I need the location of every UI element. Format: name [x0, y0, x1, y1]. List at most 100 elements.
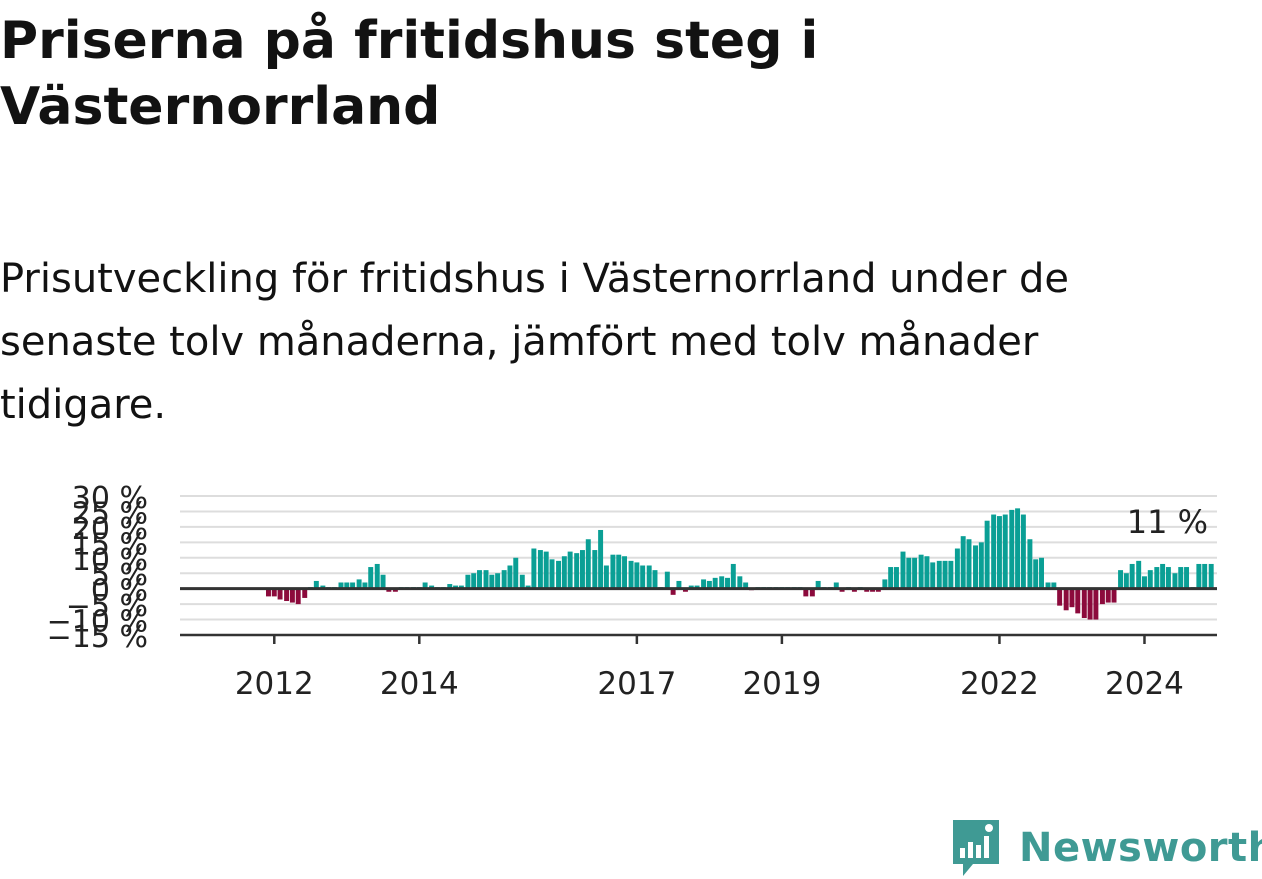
- bar: [737, 576, 743, 589]
- bar: [579, 550, 585, 589]
- bar: [1129, 563, 1135, 589]
- y-tick-label: 25 %: [72, 496, 148, 531]
- bar: [1039, 557, 1044, 589]
- bar: [465, 574, 471, 589]
- bar: [603, 565, 609, 589]
- bar: [1184, 567, 1190, 589]
- bar: [1160, 563, 1166, 589]
- bar: [1118, 570, 1124, 589]
- bar: [561, 556, 567, 589]
- bar: [1045, 582, 1051, 589]
- bar: [489, 574, 495, 589]
- bar: [1208, 563, 1214, 589]
- bar: [422, 582, 428, 589]
- bar: [809, 588, 815, 597]
- chart-subtitle: Prisutveckling för fritidshus i Västerno…: [0, 256, 1070, 428]
- bar: [912, 557, 918, 589]
- bar: [682, 588, 688, 592]
- bar: [984, 520, 990, 589]
- bar: [1111, 588, 1117, 603]
- bar: [610, 554, 616, 589]
- bar: [483, 570, 489, 589]
- x-tick-label: 2019: [742, 666, 821, 702]
- y-tick-label: 0 %: [91, 574, 148, 609]
- bar: [556, 560, 562, 589]
- bar: [429, 585, 435, 589]
- bar: [362, 582, 368, 589]
- bar: [1063, 588, 1069, 611]
- bar: [1057, 588, 1063, 606]
- bar: [271, 588, 277, 597]
- bar: [730, 563, 736, 589]
- x-tick-label: 2024: [1105, 666, 1184, 702]
- bar: [839, 588, 845, 592]
- bar: [368, 567, 374, 589]
- bar: [815, 580, 821, 589]
- bar: [284, 588, 290, 602]
- bar: [864, 588, 870, 592]
- bar: [918, 554, 924, 589]
- bar: [320, 585, 326, 589]
- x-tick-label: 2022: [960, 666, 1039, 702]
- y-tick-label: 10 %: [72, 543, 148, 578]
- y-tick-label: 30 %: [72, 481, 148, 516]
- bar: [616, 554, 622, 589]
- brand-name: Newsworthy: [1019, 825, 1262, 871]
- bar: [743, 582, 749, 589]
- bar: [628, 560, 634, 589]
- bar: [574, 553, 580, 589]
- bar: [1087, 588, 1093, 620]
- bar: [688, 585, 694, 589]
- bar: [1172, 573, 1178, 589]
- bar: [350, 582, 356, 589]
- bar-chart: 30 %25 %20 %15 %10 %5 %0 %−5 %−10 %−15 %…: [47, 481, 1217, 702]
- bar: [1154, 567, 1160, 589]
- bar: [875, 588, 881, 592]
- bar: [1093, 588, 1099, 620]
- x-tick-label: 2012: [235, 666, 314, 702]
- last-value-label: 11 %: [1127, 503, 1208, 541]
- bar: [356, 579, 362, 589]
- bar: [453, 585, 459, 589]
- bar: [1123, 573, 1129, 589]
- bar: [374, 563, 380, 589]
- bar: [851, 588, 857, 592]
- bars: [265, 508, 1214, 620]
- bar: [888, 567, 894, 589]
- bar: [265, 588, 271, 597]
- axes: [180, 587, 1217, 644]
- bar: [640, 565, 646, 589]
- bar: [1002, 514, 1008, 589]
- bar: [719, 576, 725, 589]
- bar: [1075, 588, 1081, 614]
- bar: [973, 545, 978, 589]
- bar: [543, 551, 549, 589]
- newsworthy-logo-icon: [953, 820, 999, 876]
- bar: [1069, 588, 1075, 608]
- bar: [942, 560, 948, 589]
- bar: [701, 579, 707, 589]
- bar: [991, 514, 997, 589]
- bar: [1033, 559, 1039, 589]
- bar: [567, 551, 573, 589]
- bar: [634, 562, 640, 589]
- bar: [1147, 570, 1153, 589]
- bar: [646, 565, 652, 589]
- y-tick-label: 15 %: [72, 527, 148, 562]
- bar: [386, 588, 392, 592]
- bar: [893, 567, 899, 589]
- bar: [954, 548, 960, 589]
- bar: [1081, 588, 1087, 619]
- bar: [313, 580, 319, 589]
- bar: [676, 580, 682, 589]
- bar: [289, 588, 295, 603]
- bar: [1105, 588, 1111, 603]
- y-tick-label: −15 %: [47, 620, 148, 655]
- bar: [900, 551, 906, 589]
- bar: [380, 574, 386, 589]
- bar: [495, 573, 501, 589]
- x-tick-label: 2014: [380, 666, 459, 702]
- bar: [870, 588, 876, 592]
- y-tick-label: −10 %: [47, 605, 148, 640]
- bar: [1136, 560, 1142, 589]
